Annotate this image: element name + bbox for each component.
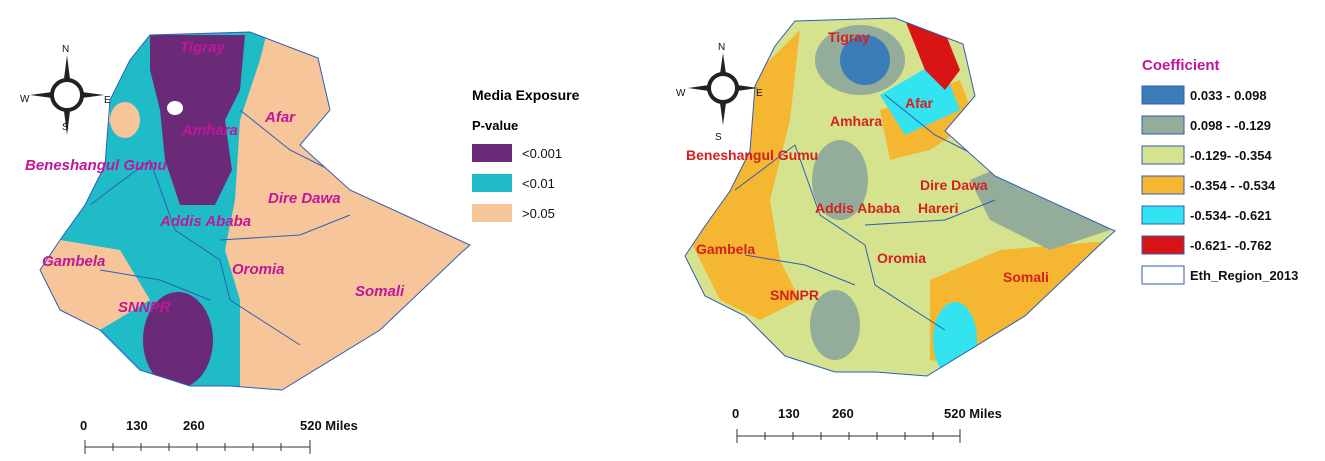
- legend-label: 0.033 - 0.098: [1190, 88, 1267, 103]
- zone: [840, 35, 890, 85]
- legend-label: <0.001: [522, 146, 562, 161]
- region-label: Somali: [1003, 269, 1049, 285]
- legend-label: >0.05: [522, 206, 555, 221]
- compass-label: W: [20, 94, 30, 105]
- scale-label: 260: [183, 418, 205, 433]
- compass: N E S W: [676, 42, 763, 143]
- legend-label: -0.129- -0.354: [1190, 148, 1272, 163]
- scale-label: 130: [126, 418, 148, 433]
- legend-subtitle: P-value: [472, 118, 518, 133]
- legend-swatch: [1141, 175, 1185, 195]
- lake: [167, 101, 183, 115]
- region-label: Hareri: [918, 200, 958, 216]
- zone: [150, 35, 245, 205]
- region-label: Amhara: [181, 122, 238, 139]
- compass-label: N: [62, 44, 69, 55]
- region-label: Gambela: [42, 253, 105, 270]
- legend-swatch: [472, 204, 512, 222]
- legend-swatch: [472, 144, 512, 162]
- legend-title: Coefficient: [1142, 57, 1220, 74]
- legend-swatch: [1141, 115, 1185, 135]
- region-label: Dire Dawa: [920, 177, 988, 193]
- compass-label: E: [104, 95, 111, 106]
- scale-label: 520 Miles: [300, 418, 358, 433]
- scale-label: 520 Miles: [944, 406, 1002, 421]
- zone: [810, 290, 860, 360]
- region-label: Addis Ababa: [159, 213, 251, 230]
- region-label: Somali: [355, 283, 405, 300]
- region-label: Afar: [905, 95, 934, 111]
- scale-label: 130: [778, 406, 800, 421]
- region-label: Addis Ababa: [815, 200, 900, 216]
- compass-label: S: [62, 122, 69, 133]
- legend-label: <0.01: [522, 176, 555, 191]
- region-label: Afar: [264, 109, 296, 126]
- region-label: Dire Dawa: [268, 190, 341, 207]
- legend-label: -0.534- -0.621: [1190, 208, 1272, 223]
- scale-label: 0: [80, 418, 87, 433]
- zone: [690, 30, 800, 320]
- legend-label: Eth_Region_2013: [1190, 268, 1298, 283]
- zone: [812, 140, 868, 220]
- region-border: [734, 94, 996, 331]
- legend-label: -0.621- -0.762: [1190, 238, 1272, 253]
- legend-swatch: [1141, 235, 1185, 255]
- region-label: Gambela: [696, 241, 755, 257]
- compass: N E S W: [20, 44, 111, 135]
- left-map: [40, 32, 470, 390]
- legend-swatch: [472, 174, 512, 192]
- region-label: SNNPR: [770, 287, 819, 303]
- region-label: Beneshangul Gumu: [25, 157, 167, 174]
- legend-swatch: [1141, 205, 1185, 225]
- region-border: [89, 109, 351, 346]
- region-label: Tigray: [180, 39, 225, 56]
- region-label: Oromia: [232, 261, 285, 278]
- scale-label: 0: [732, 406, 739, 421]
- legend-swatch: [1141, 145, 1185, 165]
- zone: [143, 292, 213, 388]
- legend-label: -0.354 - -0.534: [1190, 178, 1276, 193]
- region-label: Tigray: [828, 29, 870, 45]
- scale-bar: 0 130 260 520 Miles: [80, 418, 358, 454]
- compass-label: N: [718, 42, 725, 53]
- region-label: Beneshangul Gumu: [686, 147, 818, 163]
- compass-label: W: [676, 88, 686, 99]
- compass-label: E: [756, 88, 763, 99]
- zone: [110, 102, 140, 138]
- scale-bar: 0 130 260 520 Miles: [732, 406, 1002, 443]
- legend-title: Media Exposure: [472, 87, 580, 103]
- region-label: SNNPR: [118, 299, 171, 316]
- legend-swatch: [1141, 265, 1185, 285]
- scale-label: 260: [832, 406, 854, 421]
- legend-swatch: [1141, 85, 1185, 105]
- legend-label: 0.098 - -0.129: [1190, 118, 1271, 133]
- legend: 0.033 - 0.098 0.098 - -0.129 -0.129- -0.35…: [1141, 85, 1298, 285]
- region-label: Oromia: [877, 250, 926, 266]
- zone: [933, 302, 977, 376]
- region-label: Amhara: [830, 113, 882, 129]
- compass-label: S: [715, 132, 722, 143]
